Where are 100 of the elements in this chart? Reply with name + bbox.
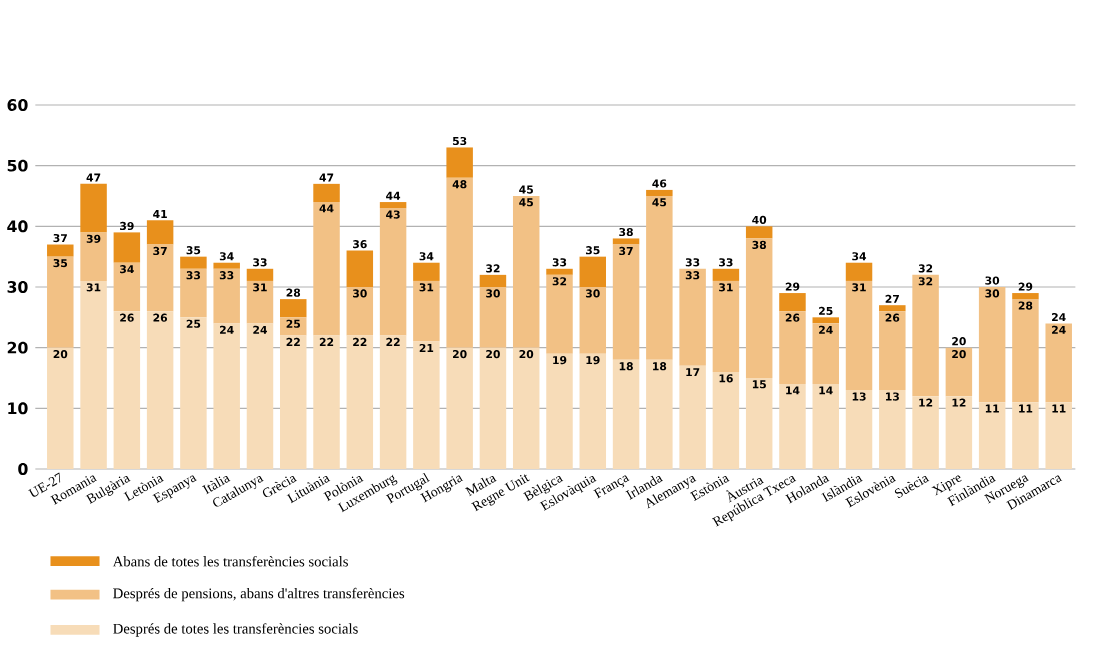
data-label: 19	[553, 356, 567, 365]
bar	[180, 256, 207, 269]
bar	[879, 305, 906, 312]
bar	[679, 366, 706, 470]
data-label: 11	[1019, 404, 1033, 413]
data-label: 18	[653, 362, 667, 371]
bar	[612, 238, 640, 245]
data-label: 15	[752, 380, 766, 389]
data-label: 12	[919, 398, 933, 407]
bar	[612, 244, 640, 360]
total-label: 28	[286, 288, 301, 297]
bar	[812, 384, 839, 470]
annotation: 26	[885, 313, 900, 322]
bar	[845, 262, 873, 282]
data-label: 24	[220, 325, 234, 334]
bar	[280, 335, 307, 470]
bar	[912, 275, 939, 397]
bar	[1012, 402, 1039, 470]
bar	[413, 341, 440, 470]
total-label: 29	[1018, 282, 1033, 291]
annotation: 43	[386, 210, 400, 219]
bar	[479, 287, 507, 348]
bar	[180, 317, 207, 470]
total-label: 44	[386, 192, 401, 200]
annotation: 30	[585, 289, 600, 298]
bar	[280, 317, 307, 336]
total-label: 29	[785, 282, 800, 291]
total-label: 46	[652, 179, 667, 188]
x-tick-label: Suècia	[894, 476, 930, 499]
y-tick-label: 10	[8, 402, 28, 415]
annotation: 45	[652, 198, 667, 207]
annotation: 35	[53, 259, 68, 268]
bar	[978, 402, 1006, 470]
total-label: 35	[585, 246, 600, 255]
total-label: 36	[353, 240, 367, 249]
data-label: 31	[86, 283, 101, 292]
bar	[845, 390, 873, 470]
data-label: 17	[686, 368, 700, 377]
bar	[213, 323, 240, 470]
bar	[146, 311, 174, 470]
total-label: 33	[552, 258, 567, 267]
total-label: 32	[918, 264, 933, 273]
y-tick-label: 40	[7, 220, 28, 233]
bar	[879, 390, 906, 470]
bar	[546, 268, 573, 276]
total-label: 34	[419, 252, 434, 261]
bar	[512, 347, 540, 470]
data-label: 22	[286, 338, 300, 347]
data-label: 14	[819, 386, 833, 395]
data-label: 25	[186, 319, 201, 329]
bar	[612, 359, 640, 470]
data-label: 20	[53, 350, 68, 359]
legend-label: Abans de totes les transferències socials	[112, 556, 348, 567]
total-label: 33	[253, 258, 267, 267]
bar	[180, 268, 207, 318]
annotation: 34	[120, 265, 134, 274]
bar	[379, 202, 407, 209]
total-label: 47	[86, 173, 101, 182]
data-label: 21	[419, 344, 434, 353]
bar	[579, 353, 607, 470]
total-label: 20	[952, 337, 966, 346]
total-label: 33	[685, 258, 700, 267]
annotation: 20	[952, 350, 966, 359]
bar	[246, 281, 274, 324]
data-label: 20	[519, 350, 534, 359]
y-tick-label: 50	[7, 159, 28, 172]
bar	[479, 275, 507, 288]
bar	[346, 335, 374, 470]
annotation: 24	[819, 325, 833, 334]
bar	[47, 244, 74, 257]
y-tick-label: 60	[7, 99, 28, 112]
total-label: 53	[452, 137, 467, 146]
legend-label: Després de totes les transferències socials	[113, 623, 358, 637]
bar	[712, 372, 740, 470]
bar	[346, 287, 374, 336]
bar	[146, 244, 174, 312]
data-label: 26	[120, 313, 134, 322]
bar	[113, 311, 141, 470]
total-label: 25	[819, 306, 833, 316]
bar	[546, 275, 573, 354]
bar	[313, 335, 340, 470]
data-label: 12	[952, 398, 966, 407]
bar	[80, 184, 107, 233]
data-label: 13	[886, 392, 899, 401]
data-label: 24	[253, 325, 267, 334]
total-label: 40	[752, 215, 767, 225]
bar	[1012, 299, 1039, 403]
bar	[446, 347, 473, 470]
annotation: 44	[319, 204, 334, 213]
data-label: 11	[1052, 404, 1066, 413]
annotation: 33	[186, 271, 201, 280]
bar	[745, 238, 773, 379]
total-label: 27	[885, 295, 899, 304]
bar	[80, 232, 107, 282]
y-tick-label: 0	[18, 463, 28, 476]
total-label: 47	[319, 173, 334, 182]
annotation: 32	[918, 277, 933, 286]
bar	[80, 281, 107, 470]
bar	[512, 196, 540, 348]
bar	[446, 147, 473, 178]
